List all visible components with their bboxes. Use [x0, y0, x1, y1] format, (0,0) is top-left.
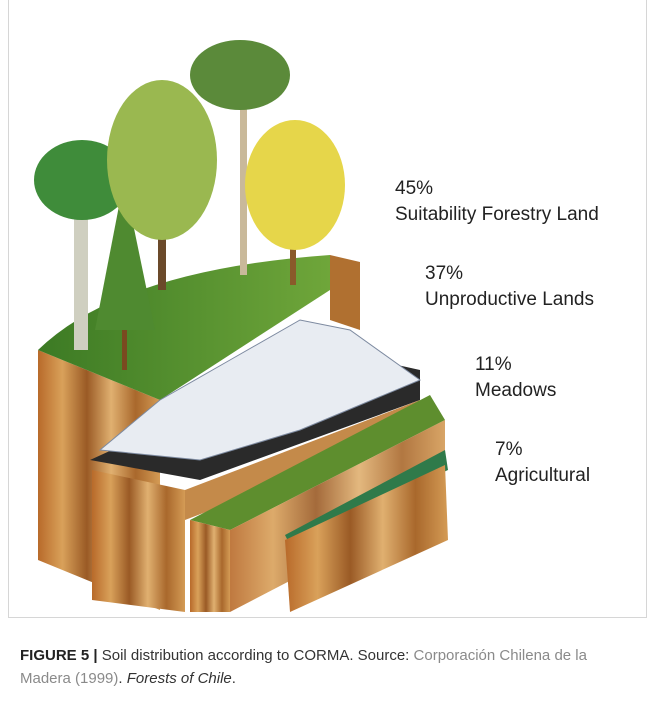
wood-side: [330, 255, 360, 330]
caption-source: Corporación Chilena de la Madera (1999): [20, 647, 587, 687]
wood-side: [185, 400, 420, 520]
caption: FIGURE 5 | Soil distribution according t…: [20, 644, 620, 690]
wood-side: [92, 470, 185, 612]
yellow-tree: [245, 120, 345, 250]
tree: [107, 80, 217, 240]
figure-frame: [8, 0, 647, 618]
segment-label: 37% Unproductive Lands: [425, 261, 594, 313]
pine: [95, 180, 155, 330]
trunk: [74, 200, 88, 350]
label: Meadows: [475, 380, 557, 401]
percent: 45%: [395, 178, 434, 199]
caption-text: Soil distribution according to CORMA. So…: [101, 647, 410, 664]
segment-label: 11% Meadows: [475, 352, 556, 404]
wood-side: [190, 520, 230, 612]
meadow-top: [190, 395, 445, 530]
label: Agricultural: [495, 465, 591, 486]
percent: 7%: [495, 439, 523, 460]
label: Suitability Forestry Land: [395, 204, 599, 225]
wood-side: [285, 465, 448, 612]
caption-label: FIGURE 5 |: [20, 647, 98, 664]
illustration: [34, 40, 448, 612]
label: Unproductive Lands: [425, 289, 594, 310]
percent: 11%: [475, 354, 512, 375]
caption-end: .: [231, 670, 236, 687]
palm: [34, 140, 130, 220]
segment-label: 7% Agricultural: [495, 437, 590, 489]
araucaria: [190, 40, 290, 110]
caption-work: Forests of Chile: [126, 670, 232, 687]
forest-top: [38, 255, 330, 400]
segment-label: 45% Suitability Forestry Land: [395, 176, 599, 228]
caption-sep: .: [118, 670, 123, 687]
trunk: [240, 100, 247, 275]
mountains: [98, 319, 422, 461]
percent: 37%: [425, 263, 464, 284]
